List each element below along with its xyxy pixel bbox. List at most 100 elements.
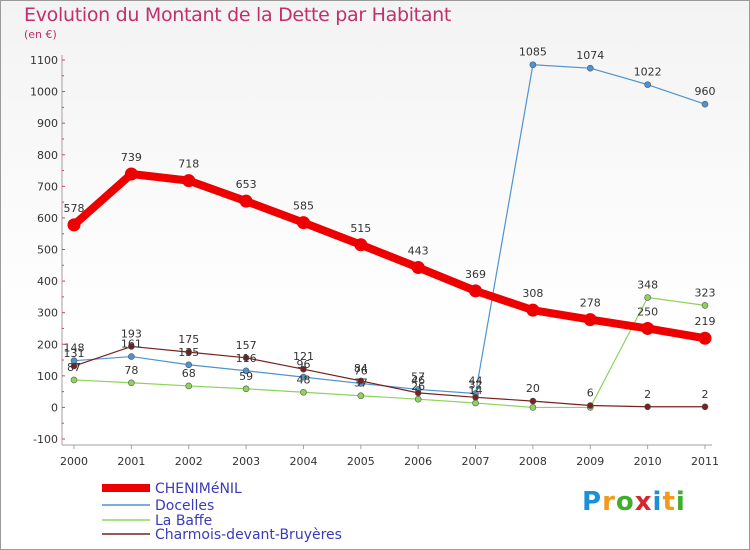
- series-line-0: [70, 170, 709, 343]
- data-label: 26: [411, 380, 425, 393]
- data-point: [128, 353, 135, 360]
- series-line-2: [73, 296, 706, 409]
- data-point: [242, 385, 250, 393]
- y-tick-label: 1000: [30, 86, 58, 99]
- data-label: 87: [67, 361, 81, 374]
- x-tick-label: 2011: [691, 455, 719, 468]
- logo-letter: P: [582, 487, 603, 517]
- x-tick-label: 2004: [289, 455, 317, 468]
- data-label: 308: [522, 287, 543, 300]
- logo-letter: o: [615, 487, 635, 517]
- data-label: 20: [526, 382, 540, 395]
- data-point: [239, 194, 253, 208]
- data-label: 443: [408, 245, 429, 258]
- logo-letter: i: [652, 487, 663, 517]
- data-point: [529, 397, 537, 405]
- data-label: 44: [469, 375, 483, 388]
- data-point: [583, 313, 597, 327]
- data-point: [529, 61, 537, 69]
- y-tick-label: 200: [37, 338, 58, 351]
- data-label: 37: [354, 377, 368, 390]
- data-label: 121: [293, 350, 314, 363]
- data-point: [296, 216, 310, 230]
- y-tick-label: -100: [33, 433, 58, 446]
- data-label: 1022: [634, 66, 662, 79]
- y-tick-label: 500: [37, 244, 58, 257]
- data-label: 96: [296, 358, 310, 371]
- series-line-3: [73, 345, 706, 408]
- data-label: 193: [121, 327, 142, 340]
- y-tick-label: 100: [37, 370, 58, 383]
- data-label: 515: [350, 222, 371, 235]
- data-label: 175: [178, 333, 199, 346]
- data-point: [414, 389, 422, 397]
- data-label: 739: [121, 151, 142, 164]
- y-tick-label: 300: [37, 307, 58, 320]
- data-point: [526, 303, 540, 317]
- data-point: [641, 321, 655, 335]
- y-tick-label: 900: [37, 117, 58, 130]
- data-point: [185, 361, 193, 369]
- y-tick-label: 600: [37, 212, 58, 225]
- data-label: 48: [296, 373, 310, 386]
- data-label: 116: [236, 352, 257, 365]
- data-label: 369: [465, 268, 486, 281]
- data-point: [124, 167, 138, 181]
- data-point: [128, 379, 135, 387]
- data-point: [300, 373, 307, 381]
- logo-letter: x: [634, 487, 653, 517]
- x-tick-label: 2009: [576, 455, 604, 468]
- y-tick-label: 0: [51, 401, 58, 414]
- y-tick-label: 800: [37, 149, 58, 162]
- data-label: 250: [637, 305, 658, 318]
- data-point: [128, 343, 135, 350]
- data-point: [182, 174, 196, 188]
- data-label: 78: [124, 364, 138, 377]
- data-point: [469, 284, 483, 298]
- data-label: 653: [236, 178, 257, 191]
- data-point: [300, 365, 307, 373]
- data-label: 59: [239, 370, 253, 383]
- data-point: [185, 382, 193, 390]
- series-line-1: [73, 64, 706, 395]
- data-label: 157: [236, 339, 257, 352]
- axes: -100 0 100 200 300 400 500 600 700 800 900 1000 1100…: [30, 54, 719, 468]
- data-label: 135: [178, 346, 199, 359]
- x-tick-label: 2010: [634, 455, 662, 468]
- data-point: [300, 388, 307, 396]
- data-point: [185, 348, 193, 356]
- x-tick-label: 2002: [175, 455, 203, 468]
- legend-label-2: La Baffe: [155, 513, 212, 529]
- data-label: 14: [469, 384, 483, 397]
- data-point: [529, 404, 537, 411]
- data-point: [357, 392, 365, 400]
- chart-title: Evolution du Montant de la Dette par Hab…: [24, 4, 452, 26]
- proxiti-logo: Proxiti: [582, 487, 686, 517]
- data-label: 161: [121, 338, 142, 351]
- data-label: 68: [182, 367, 196, 380]
- y-tick-label: 1100: [30, 54, 58, 67]
- data-point: [698, 331, 712, 345]
- data-point: [414, 395, 422, 403]
- data-label: 2: [702, 388, 709, 401]
- x-tick-label: 2000: [60, 455, 88, 468]
- data-point: [644, 403, 651, 411]
- data-label: 84: [354, 362, 368, 375]
- data-point: [472, 394, 479, 401]
- x-tick-label: 2005: [347, 455, 375, 468]
- logo-letter: t: [662, 487, 676, 517]
- logo-letter: r: [602, 487, 616, 517]
- data-point: [644, 294, 651, 301]
- data-label: 323: [695, 286, 716, 299]
- data-point: [701, 302, 709, 309]
- data-label: 148: [64, 342, 85, 355]
- x-tick-label: 2003: [232, 455, 260, 468]
- data-point: [586, 402, 594, 409]
- data-point: [242, 367, 250, 375]
- legend-label-3: Charmois-devant-Bruyères: [155, 527, 342, 543]
- data-point: [411, 261, 425, 275]
